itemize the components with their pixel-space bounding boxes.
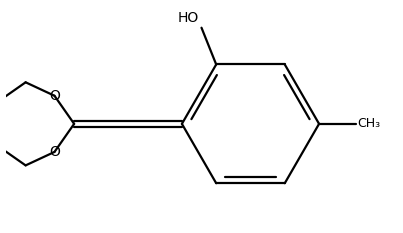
Text: O: O [49, 89, 60, 103]
Text: CH₃: CH₃ [357, 117, 380, 130]
Text: HO: HO [178, 11, 199, 25]
Text: O: O [49, 145, 60, 159]
